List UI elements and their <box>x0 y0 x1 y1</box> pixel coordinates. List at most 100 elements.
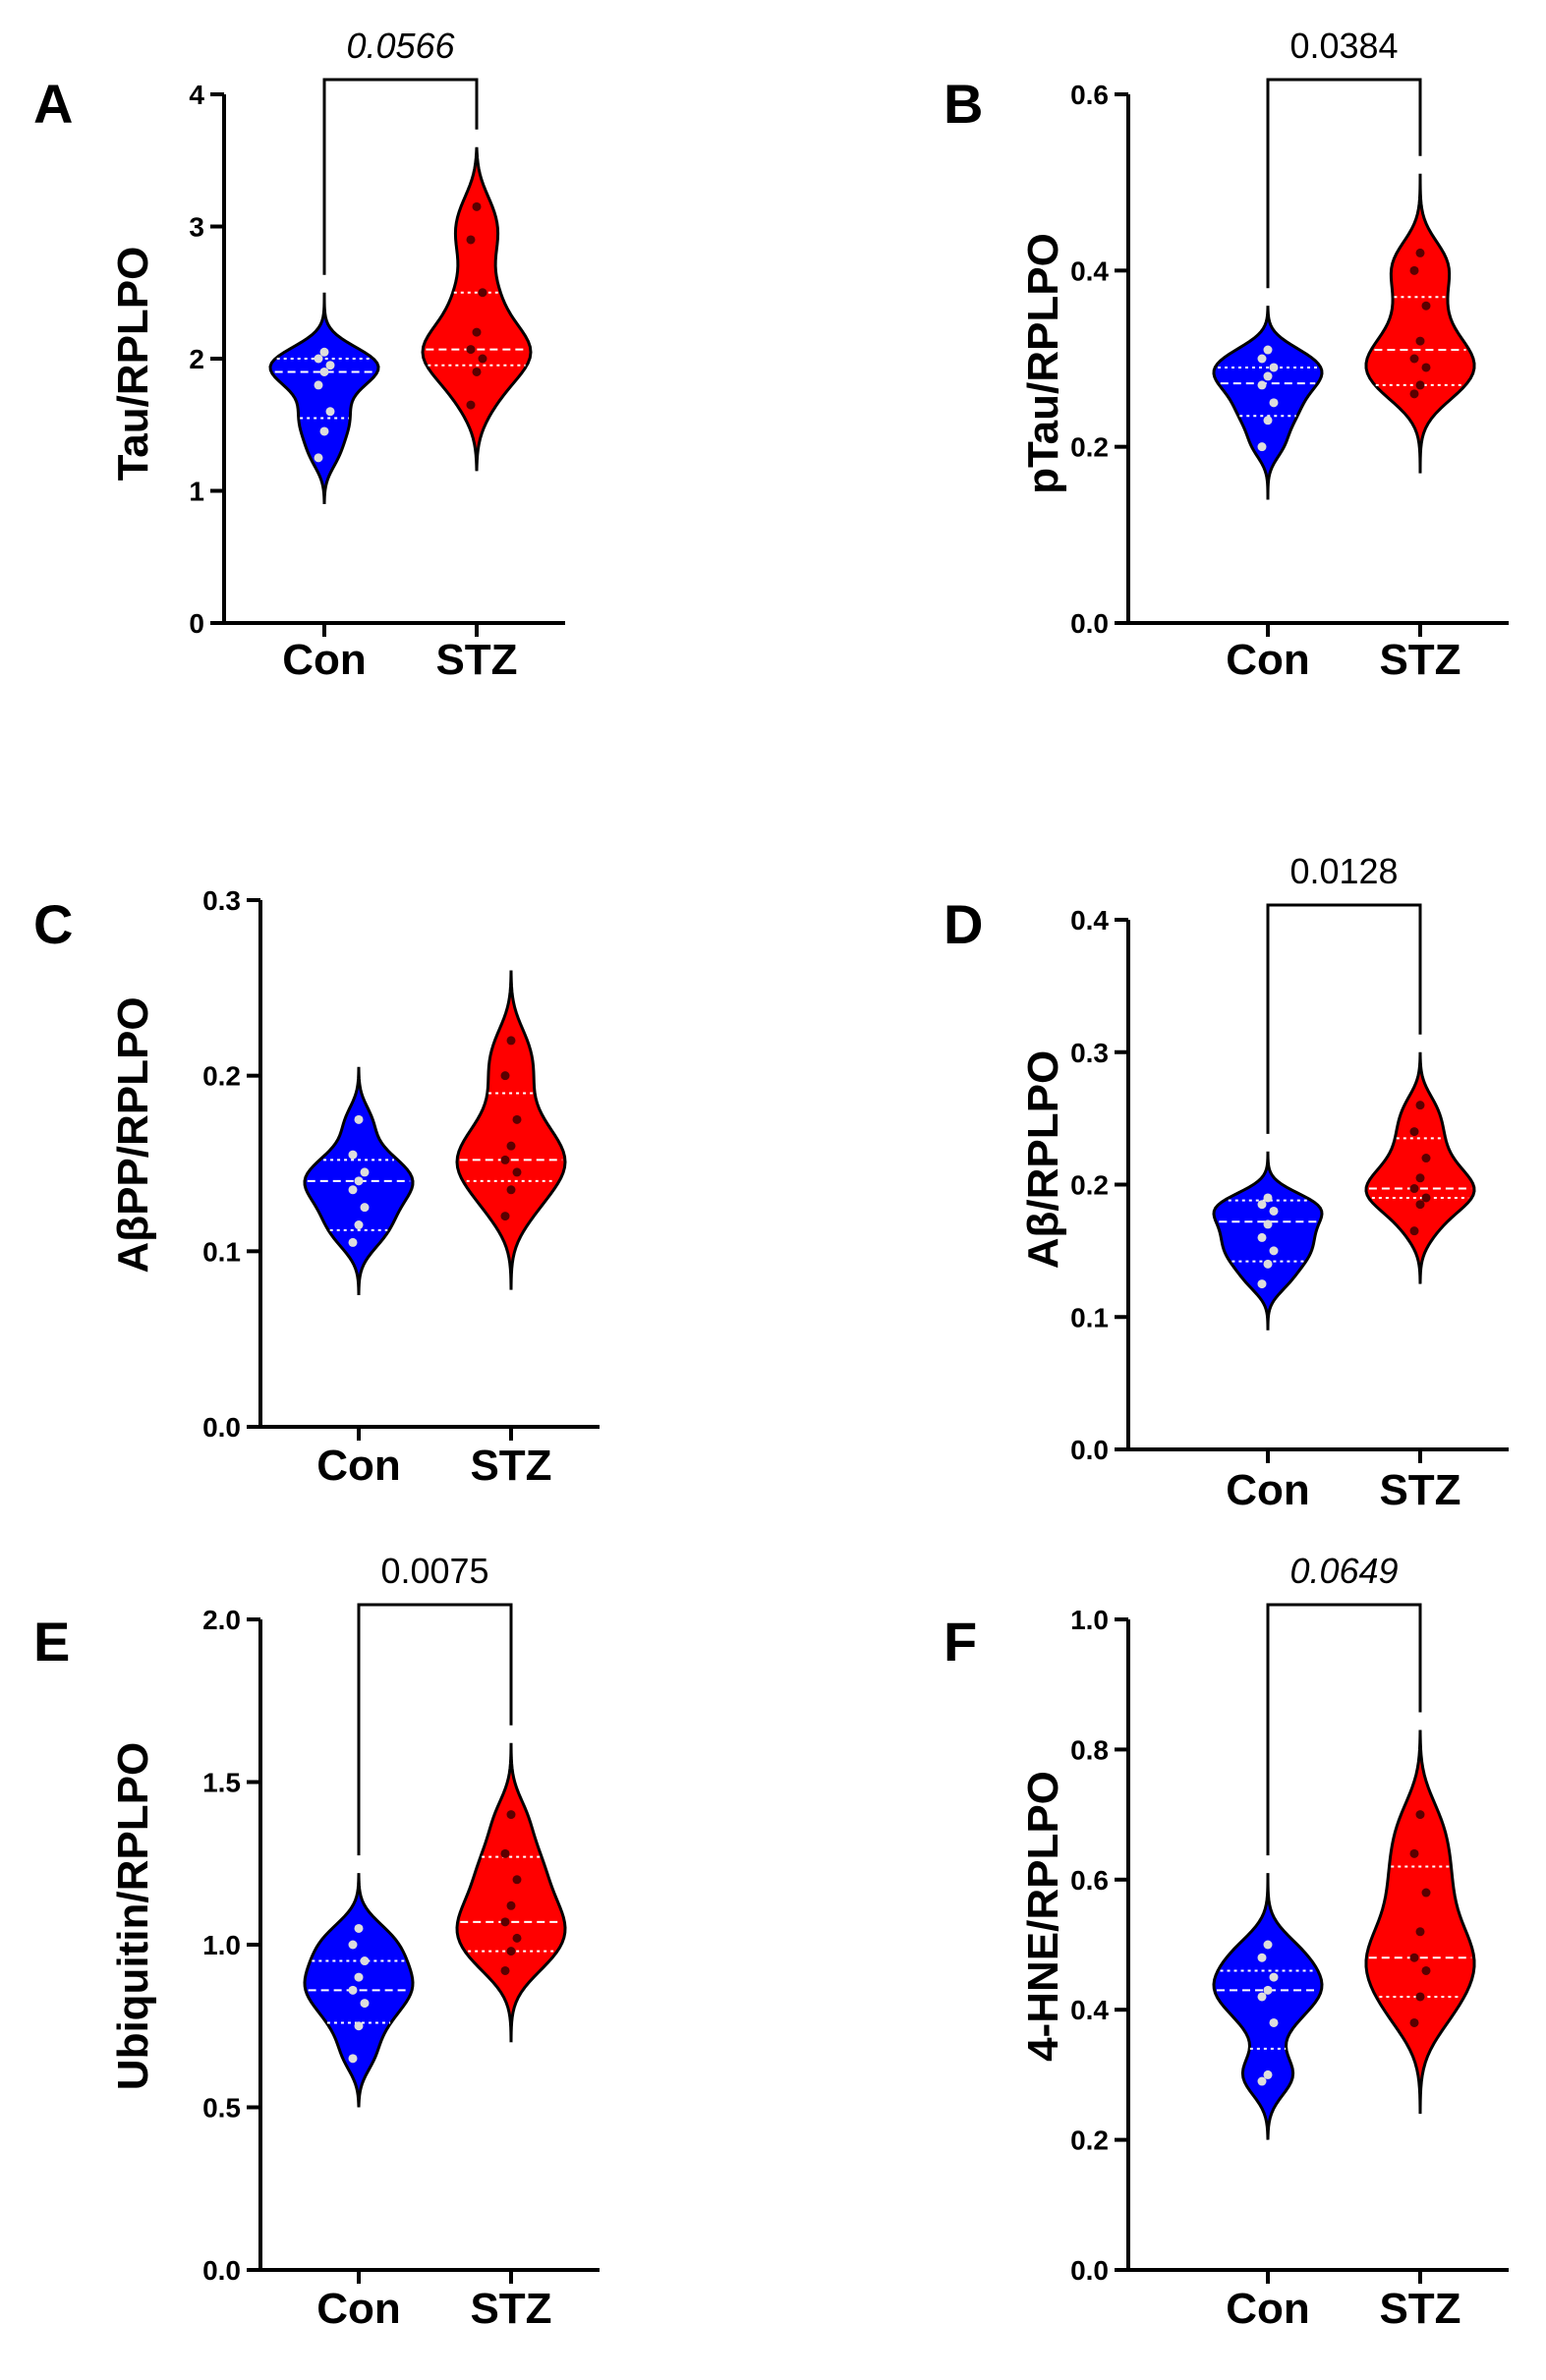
data-point <box>1269 1246 1279 1256</box>
y-tick-label: 2.0 <box>202 1605 241 1635</box>
data-point <box>1263 345 1273 355</box>
panel-letter: C <box>33 893 73 955</box>
data-point <box>319 426 329 436</box>
data-point <box>348 1237 358 1247</box>
y-tick-label: 0.8 <box>1070 1734 1109 1765</box>
data-point <box>354 1923 364 1933</box>
significance-bracket <box>357 1603 513 1856</box>
data-point <box>1409 389 1419 399</box>
data-point <box>1415 1810 1425 1820</box>
data-point <box>472 201 482 211</box>
data-point <box>360 1167 370 1177</box>
panel-a: A Tau/RPLPO 0 1 2 3 4 Con STZ 0.0566 <box>33 26 565 684</box>
data-point <box>1269 1972 1279 1982</box>
data-point <box>348 2054 358 2064</box>
data-point <box>1415 1173 1425 1183</box>
significance-bracket <box>322 78 479 275</box>
significance-bracket <box>1266 1603 1422 1856</box>
data-point <box>472 367 482 376</box>
data-point <box>1409 265 1419 275</box>
data-point <box>1415 336 1425 346</box>
y-axis-label: pTau/RPLPO <box>1019 233 1067 494</box>
y-axis-label: Tau/RPLPO <box>109 247 157 482</box>
data-point <box>1257 354 1267 364</box>
data-point <box>1263 1985 1273 1995</box>
data-point <box>500 1212 510 1221</box>
p-value-label: 0.0566 <box>346 26 455 66</box>
data-point <box>1257 1992 1267 2002</box>
y-tick-label: 0.2 <box>1070 1170 1109 1201</box>
x-tick-label: Con <box>1226 636 1310 684</box>
data-point <box>1269 2017 1279 2027</box>
panel-letter: E <box>33 1611 70 1672</box>
data-point <box>1415 380 1425 390</box>
y-tick-label: 0.0 <box>202 2255 241 2286</box>
panel-letter: A <box>33 73 73 135</box>
data-point <box>1257 2076 1267 2086</box>
data-point <box>506 1947 516 1956</box>
x-tick-label: Con <box>316 2285 401 2333</box>
data-point <box>1409 1848 1419 1858</box>
y-tick-label: 0.6 <box>1070 80 1109 110</box>
data-point <box>348 1185 358 1195</box>
data-point <box>1263 416 1273 425</box>
panel-letter: F <box>944 1611 977 1672</box>
data-point <box>1257 1232 1267 1242</box>
y-tick-label: 0.4 <box>1070 905 1109 935</box>
data-point <box>354 1220 364 1230</box>
data-point <box>506 1141 516 1151</box>
data-point <box>314 354 323 364</box>
data-point <box>348 1940 358 1950</box>
p-value-label: 0.0128 <box>1289 851 1398 891</box>
data-point <box>512 1114 522 1124</box>
x-tick-label: Con <box>282 636 367 684</box>
y-tick-label: 0.2 <box>1070 432 1109 463</box>
data-point <box>360 1956 370 1966</box>
data-point <box>1269 398 1279 408</box>
x-tick-label: STZ <box>1379 2285 1460 2333</box>
y-tick-label: 0.0 <box>202 1412 241 1443</box>
data-point <box>325 361 335 370</box>
x-tick-label: STZ <box>1379 1466 1460 1514</box>
violin-stz <box>1364 173 1476 474</box>
data-point <box>500 1917 510 1927</box>
data-point <box>1415 1200 1425 1210</box>
data-point <box>478 288 487 298</box>
data-point <box>512 1167 522 1177</box>
data-point <box>1421 1193 1431 1203</box>
data-point <box>512 1933 522 1943</box>
data-point <box>1257 442 1267 452</box>
data-point <box>506 1900 516 1910</box>
data-point <box>1421 301 1431 311</box>
data-point <box>348 1150 358 1160</box>
data-point <box>1269 1206 1279 1216</box>
y-axis-label: AβPP/RPLPO <box>109 996 157 1273</box>
y-tick-label: 1.0 <box>202 1930 241 1960</box>
data-point <box>478 354 487 364</box>
data-point <box>1263 1259 1273 1269</box>
y-tick-label: 0.4 <box>1070 1995 1109 2025</box>
data-point <box>1415 1992 1425 2002</box>
data-point <box>1269 363 1279 372</box>
data-point <box>354 1176 364 1186</box>
data-point <box>466 235 476 245</box>
data-point <box>1409 2017 1419 2027</box>
y-tick-label: 0.3 <box>202 885 241 916</box>
data-point <box>512 1875 522 1885</box>
violin-con <box>268 292 380 504</box>
data-point <box>325 407 335 417</box>
violin-stz <box>455 1742 567 2043</box>
data-point <box>1415 248 1425 257</box>
y-tick-label: 0.2 <box>1070 2125 1109 2156</box>
data-point <box>500 1848 510 1858</box>
data-point <box>1421 1154 1431 1163</box>
data-point <box>1409 1953 1419 1962</box>
violin-con <box>303 1873 415 2108</box>
data-point <box>1257 1953 1267 1962</box>
data-point <box>319 367 329 376</box>
data-point <box>1421 1888 1431 1898</box>
data-point <box>1257 1279 1267 1289</box>
panel-letter: B <box>944 73 983 135</box>
y-tick-label: 4 <box>189 80 204 110</box>
